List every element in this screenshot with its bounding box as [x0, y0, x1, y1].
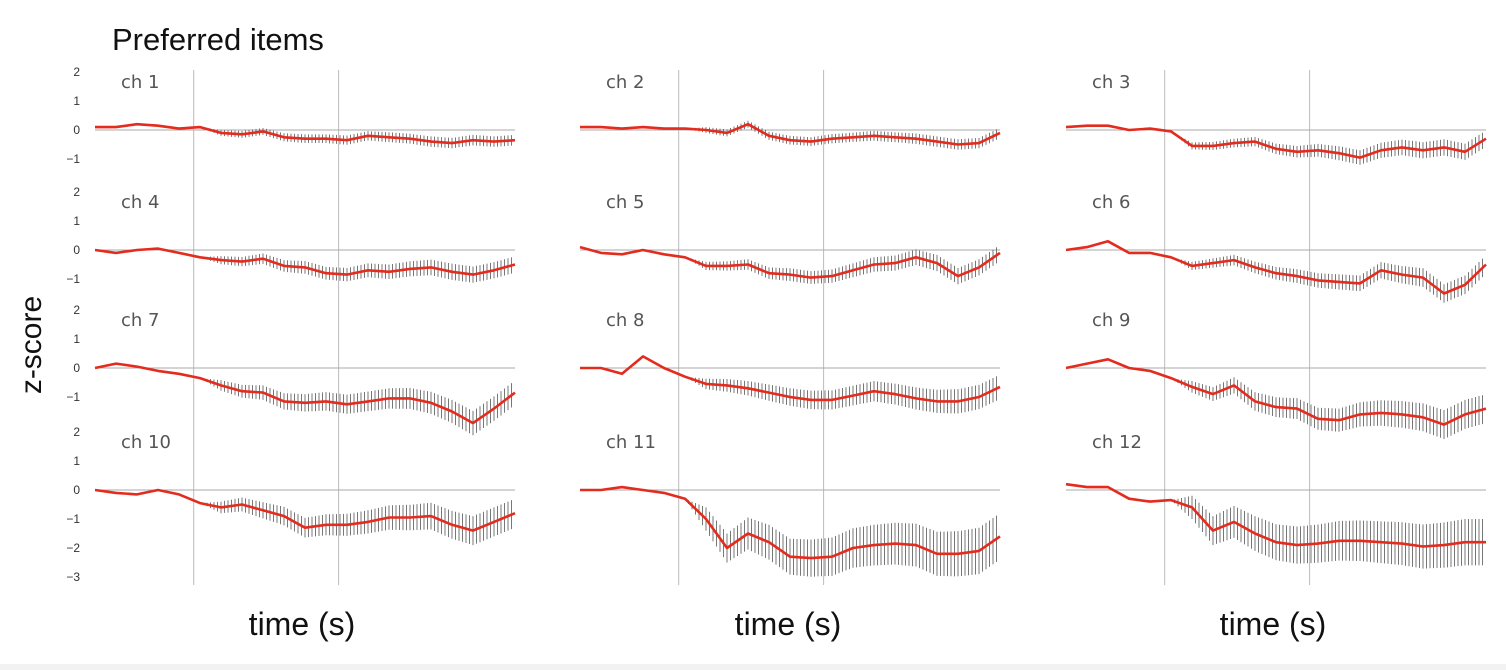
- y-tick-label: 2: [73, 65, 80, 79]
- figure-title: Preferred items: [112, 22, 324, 57]
- panel-label: ch 9: [1092, 310, 1130, 331]
- series-line: [1065, 240, 1487, 295]
- series-line: [580, 485, 1001, 560]
- y-tick-label: 0: [73, 123, 80, 137]
- x-axis-label-col-3: time (s): [1219, 606, 1327, 642]
- y-tick-label: 2: [73, 185, 80, 199]
- series-line: [1065, 482, 1486, 548]
- y-tick-label: 0: [73, 483, 80, 497]
- panel-label: ch 11: [606, 432, 656, 453]
- y-tick-label: −1: [66, 272, 80, 286]
- series-line: [94, 488, 516, 532]
- series-line: [94, 247, 516, 276]
- series-line: [95, 122, 516, 145]
- panel-label: ch 2: [606, 72, 644, 93]
- y-tick-label: 1: [73, 454, 80, 468]
- y-tick-label: 2: [73, 303, 80, 317]
- y-tick-label: 1: [73, 214, 80, 228]
- y-tick-label: 0: [73, 243, 80, 257]
- panel-label: ch 1: [121, 72, 159, 93]
- page-bottom-edge: [0, 664, 1506, 670]
- chart-area: 2 1 0 −1 2 1 0 −1 2 1 0 −1 2 1 0 −1 −2 −3 ch 1 ch 2 ch 3 ch 4…: [66, 65, 1487, 585]
- series-line: [580, 355, 1001, 403]
- series-line: [1065, 358, 1487, 426]
- y-tick-label: −3: [66, 570, 80, 584]
- y-tick-label: 0: [73, 361, 80, 375]
- panel-label: ch 10: [121, 432, 171, 453]
- panel-label: ch 5: [606, 192, 644, 213]
- panel-label: ch 4: [121, 192, 159, 213]
- y-tick-label: −1: [66, 512, 80, 526]
- y-tick-label: 2: [73, 425, 80, 439]
- series-line: [94, 362, 516, 425]
- panel-label: ch 6: [1092, 192, 1130, 213]
- series-line: [1065, 124, 1487, 159]
- panel-label: ch 7: [121, 310, 159, 331]
- panel-label: ch 3: [1092, 72, 1130, 93]
- x-axis-label-col-1: time (s): [248, 606, 356, 642]
- x-axis-label-col-2: time (s): [734, 606, 842, 642]
- panel-label: ch 12: [1092, 432, 1142, 453]
- y-tick-label: −1: [66, 390, 80, 404]
- series-line: [580, 122, 1001, 146]
- panel-label: ch 8: [606, 310, 644, 331]
- y-tick-label: −1: [66, 152, 80, 166]
- series-line: [579, 245, 1001, 279]
- y-tick-label: 1: [73, 94, 80, 108]
- y-tick-label: 1: [73, 332, 80, 346]
- y-tick-label: −2: [66, 541, 80, 555]
